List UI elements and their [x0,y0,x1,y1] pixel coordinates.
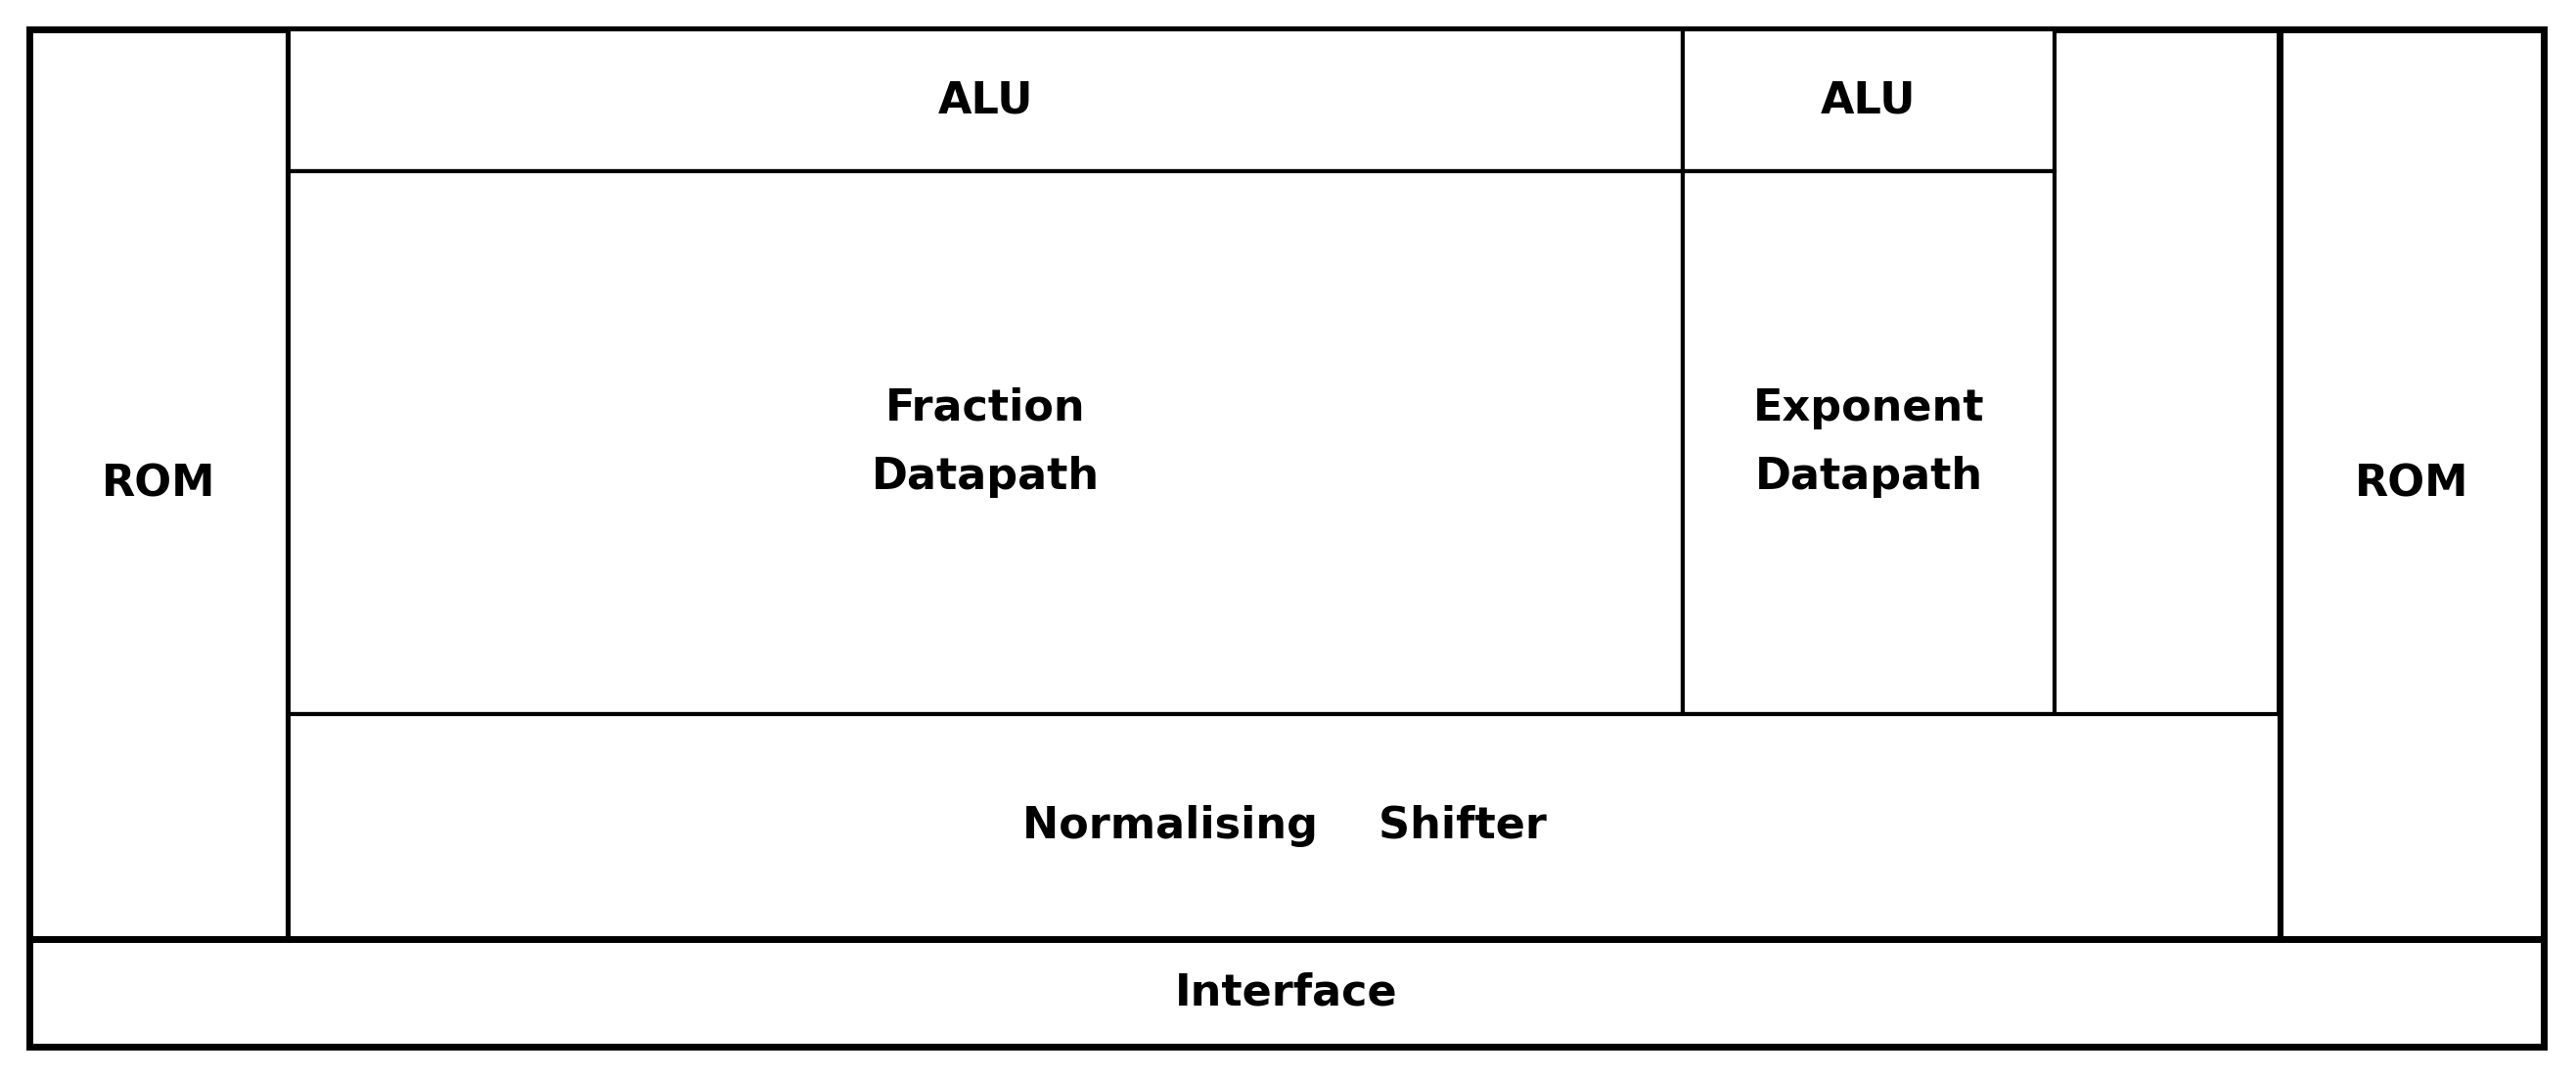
Bar [1682,171,2056,714]
Bar [289,29,2280,939]
Bar [1682,29,2056,171]
Text: Fraction
Datapath: Fraction Datapath [871,387,1100,498]
Text: ROM: ROM [2354,463,2468,506]
Text: Exponent
Datapath: Exponent Datapath [1752,387,1984,498]
Bar [289,171,1682,714]
Text: Normalising    Shifter: Normalising Shifter [1023,806,1546,848]
Text: ALU: ALU [938,80,1033,122]
Bar [289,29,1682,171]
Bar [28,939,2543,1047]
Bar [289,714,2280,939]
Bar [2280,29,2543,939]
Bar [28,29,289,939]
Text: Interface: Interface [1175,972,1399,1014]
Text: ALU: ALU [1821,80,1917,122]
Text: ROM: ROM [103,463,216,506]
